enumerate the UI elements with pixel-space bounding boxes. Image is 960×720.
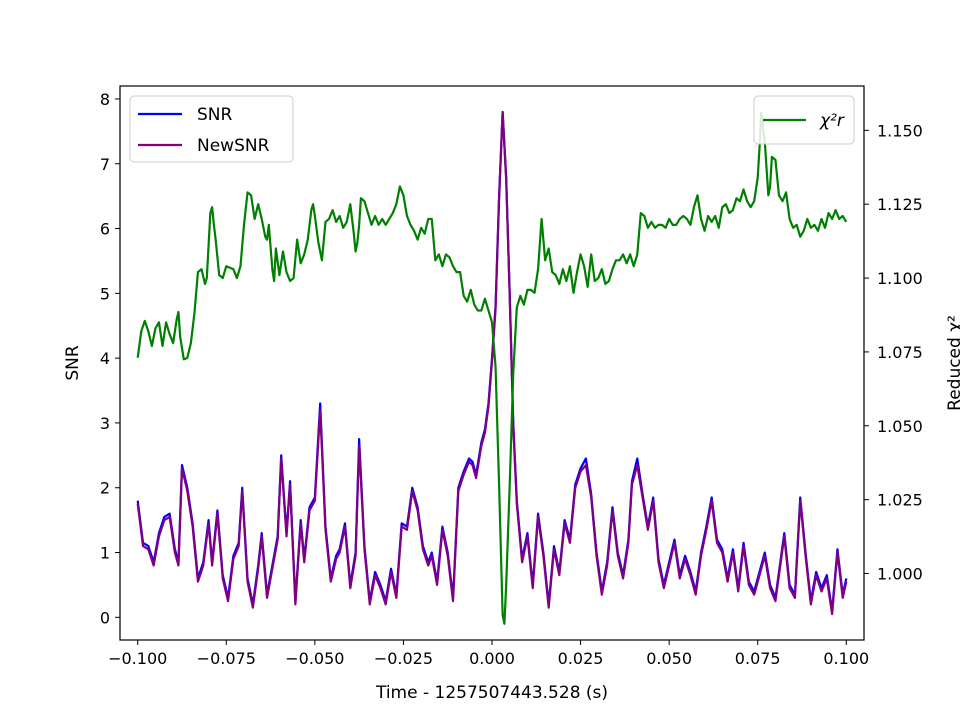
y-tick-label: 0 — [100, 608, 110, 627]
y2-tick-label: 1.125 — [877, 195, 923, 214]
y-tick-label: 8 — [100, 90, 110, 109]
x-tick-label: 0.100 — [823, 649, 869, 668]
x-tick-label: 0.025 — [558, 649, 604, 668]
legend-label: SNR — [197, 105, 233, 125]
y-axis-left: 0 1 2 3 4 5 6 7 8 — [100, 90, 120, 627]
y-tick-label: 6 — [100, 220, 110, 239]
y2-tick-label: 1.050 — [877, 417, 923, 436]
y-axis-right: 1.000 1.025 1.050 1.075 1.100 1.125 1.150 — [864, 121, 923, 584]
y2-tick-label: 1.100 — [877, 269, 923, 288]
x-tick-label: −0.025 — [374, 649, 433, 668]
legend-right: χ²r — [753, 95, 855, 145]
x-tick-label: −0.075 — [197, 649, 256, 668]
y-tick-label: 2 — [100, 479, 110, 498]
y-tick-label: 5 — [100, 284, 110, 303]
y2-axis-label: Reduced χ² — [945, 315, 960, 411]
y-axis-label: SNR — [63, 345, 83, 381]
series-layer — [136, 110, 848, 625]
x-tick-label: −0.100 — [108, 649, 167, 668]
y-tick-label: 4 — [100, 349, 110, 368]
series-line — [136, 111, 848, 625]
x-axis-label: Time - 1257507443.528 (s) — [375, 683, 608, 703]
x-tick-label: −0.050 — [285, 649, 344, 668]
legend-left: SNR NewSNR — [129, 95, 294, 163]
legend-label: χ²r — [819, 111, 845, 131]
y2-tick-label: 1.150 — [877, 121, 923, 140]
x-tick-label: 0.075 — [735, 649, 781, 668]
series-line — [136, 110, 848, 616]
y-tick-label: 1 — [100, 544, 110, 563]
y2-tick-label: 1.025 — [877, 491, 923, 510]
x-tick-label: 0.050 — [646, 649, 692, 668]
y-tick-label: 3 — [100, 414, 110, 433]
y-tick-label: 7 — [100, 155, 110, 174]
x-tick-label: 0.000 — [469, 649, 515, 668]
x-axis: −0.100 −0.075 −0.050 −0.025 0.000 0.025 0.050 0… — [108, 640, 869, 668]
y2-tick-label: 1.000 — [877, 565, 923, 584]
legend-label: NewSNR — [197, 136, 270, 156]
y2-tick-label: 1.075 — [877, 343, 923, 362]
